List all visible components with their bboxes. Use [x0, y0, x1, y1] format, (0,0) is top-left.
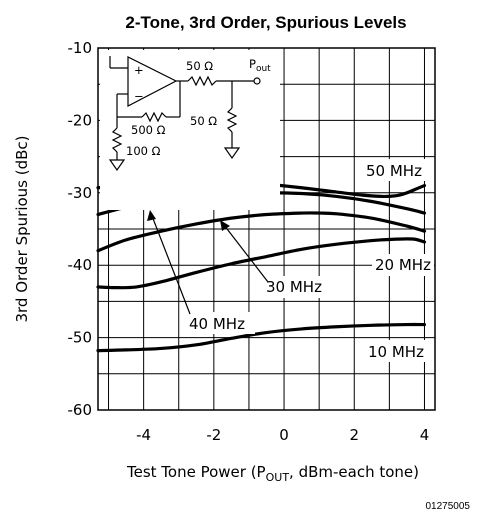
schematic-background: [100, 50, 280, 210]
ground-symbol: [108, 159, 126, 172]
x-tick-label: -2: [206, 426, 221, 444]
x-tick-label: 0: [279, 426, 289, 444]
x-tick-label: 2: [349, 426, 359, 444]
series-line-10mhz: [96, 322, 427, 353]
y-axis-label: 3rd Order Spurious (dBc): [13, 135, 31, 322]
arrowhead-30mhz: [220, 220, 230, 231]
y-tick-label: -50: [68, 329, 93, 347]
chart-title: 2-Tone, 3rd Order, Spurious Levels: [125, 13, 406, 32]
series-line-20mhz: [96, 237, 427, 290]
label-leader-arrows: [147, 210, 269, 315]
leader-line-40mhz: [151, 215, 191, 315]
series-resistor-label: 50 Ω: [186, 59, 213, 73]
series-labels: 50 MHz 40 MHz 30 MHz 20 MHz 10 MHz: [185, 159, 434, 362]
y-tick-label: -20: [68, 111, 93, 129]
inverting-input-sign: −: [134, 89, 144, 103]
gain-resistor-label: 100 Ω: [126, 144, 161, 158]
x-tick-label: 4: [420, 426, 430, 444]
x-axis-label: Test Tone Power (POUT, dBm-each tone): [126, 463, 419, 484]
output-label: Pout: [249, 57, 271, 74]
series-resistor-symbol: [187, 75, 217, 87]
series-line-30mhz: [96, 211, 427, 253]
x-axis-label-sub: OUT: [266, 471, 290, 484]
series-label-50mhz-box: [360, 159, 432, 181]
series-label-40mhz-box: [185, 312, 255, 334]
load-resistor-label: 50 Ω: [190, 114, 217, 128]
tick-labels: -4 -2 0 2 4-60-50-40-30-20-10: [68, 39, 430, 444]
load-resistor-symbol: [226, 107, 238, 133]
series-label-50mhz: 50 MHz: [366, 162, 422, 180]
noninverting-input-sign: +: [134, 63, 144, 77]
series-label-20mhz-box: [372, 254, 434, 276]
output-label-sub: out: [256, 64, 271, 74]
x-axis-label-rest: , dBm-each tone): [289, 463, 419, 481]
series-label-20mhz: 20 MHz: [375, 256, 431, 274]
arrowhead-40mhz: [147, 210, 156, 221]
leader-line-30mhz: [223, 224, 269, 283]
x-axis-label-main: Test Tone Power (P: [126, 463, 266, 481]
feedback-resistor-label: 500 Ω: [131, 123, 166, 137]
figure-number: 01275005: [426, 501, 471, 512]
y-tick-label: -30: [68, 184, 93, 202]
op-amp-symbol: [127, 56, 178, 107]
feedback-resistor-symbol: [141, 111, 167, 123]
ground-symbol: [223, 147, 241, 160]
series-label-40mhz: 40 MHz: [189, 315, 245, 333]
series-label-10mhz-box: [365, 340, 433, 362]
circuit-schematic: + − 50 Ω Pout 50 Ω 500 Ω 100 Ω: [100, 50, 280, 210]
series-label-30mhz-box: [262, 276, 332, 298]
x-tick-label: -4: [136, 426, 151, 444]
series-label-10mhz: 10 MHz: [368, 343, 424, 361]
y-tick-label: -10: [68, 39, 93, 57]
gain-resistor-symbol: [111, 127, 123, 153]
y-tick-label: -40: [68, 256, 93, 274]
series-label-30mhz: 30 MHz: [266, 278, 322, 296]
plot-frame: [97, 47, 436, 411]
output-terminal: [253, 77, 261, 85]
y-tick-label: -60: [68, 401, 93, 419]
output-label-main: P: [249, 57, 256, 71]
